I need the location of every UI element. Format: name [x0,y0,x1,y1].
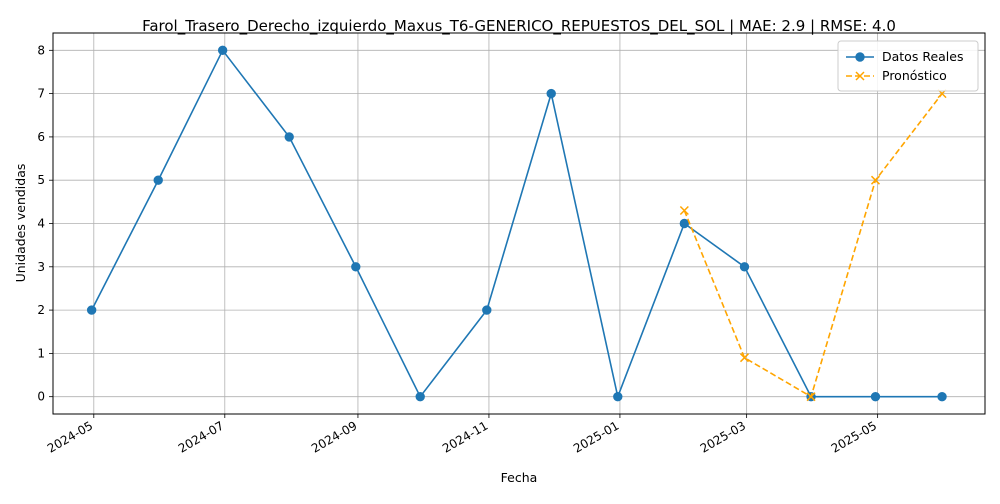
legend-marks [846,52,874,81]
x-tick-label: 2024-07 [176,418,226,455]
y-tick-label: 8 [37,43,45,57]
grid-layer [53,33,985,414]
plot-frame [52,32,986,415]
data-point-real [613,391,623,402]
legend-marker-real [855,52,865,62]
y-tick-label: 1 [37,346,45,360]
data-point-forecast [739,353,750,363]
data-point-forecast [806,392,816,402]
data-point-real [937,391,947,402]
legend-label-forecast: Pronóstico [882,68,947,83]
data-point-real [679,218,690,229]
y-tick-label: 2 [37,303,45,317]
chart-title: Farol_Trasero_Derecho_izquierdo_Maxus_T6… [142,17,896,36]
y-axis-label: Unidades vendidas [13,164,28,283]
x-tick-label: 2024-05 [45,418,95,455]
series-line-forecast [683,93,943,398]
legend-label-real: Datos Reales [882,49,963,64]
x-tick-label: 2024-09 [309,418,359,455]
data-point-forecast [870,175,881,185]
x-tick-label: 2025-05 [829,418,879,455]
legend-marker-forecast [855,71,865,81]
y-tick-label: 0 [37,390,45,404]
x-tick-label: 2025-01 [571,418,621,455]
x-tick-label: 2024-11 [440,418,490,455]
data-point-real [546,88,556,99]
series-layer [86,45,947,402]
data-point-real [870,391,881,402]
x-axis-label: Fecha [501,470,538,485]
data-point-forecast [679,205,689,216]
data-point-real [284,132,294,142]
series-line-real [90,48,943,400]
y-tick-label: 6 [37,130,45,144]
data-point-real [153,175,163,185]
x-tick-label: 2025-03 [698,418,748,455]
y-tick-label: 5 [37,173,45,187]
data-point-real [351,262,361,272]
axes-layer: 2024-05 2024-07 2024-09 2024-11 2025-01 2025-… [37,43,879,455]
data-point-real [415,391,425,402]
legend: Datos Reales Pronóstico [837,40,979,92]
legend-box [837,40,979,92]
data-point-real [86,305,97,315]
y-tick-label: 4 [37,217,45,231]
y-tick-label: 7 [37,87,45,101]
y-tick-label: 3 [37,260,45,274]
data-point-real [739,262,750,272]
data-point-real [482,305,492,315]
data-point-real [217,45,228,56]
